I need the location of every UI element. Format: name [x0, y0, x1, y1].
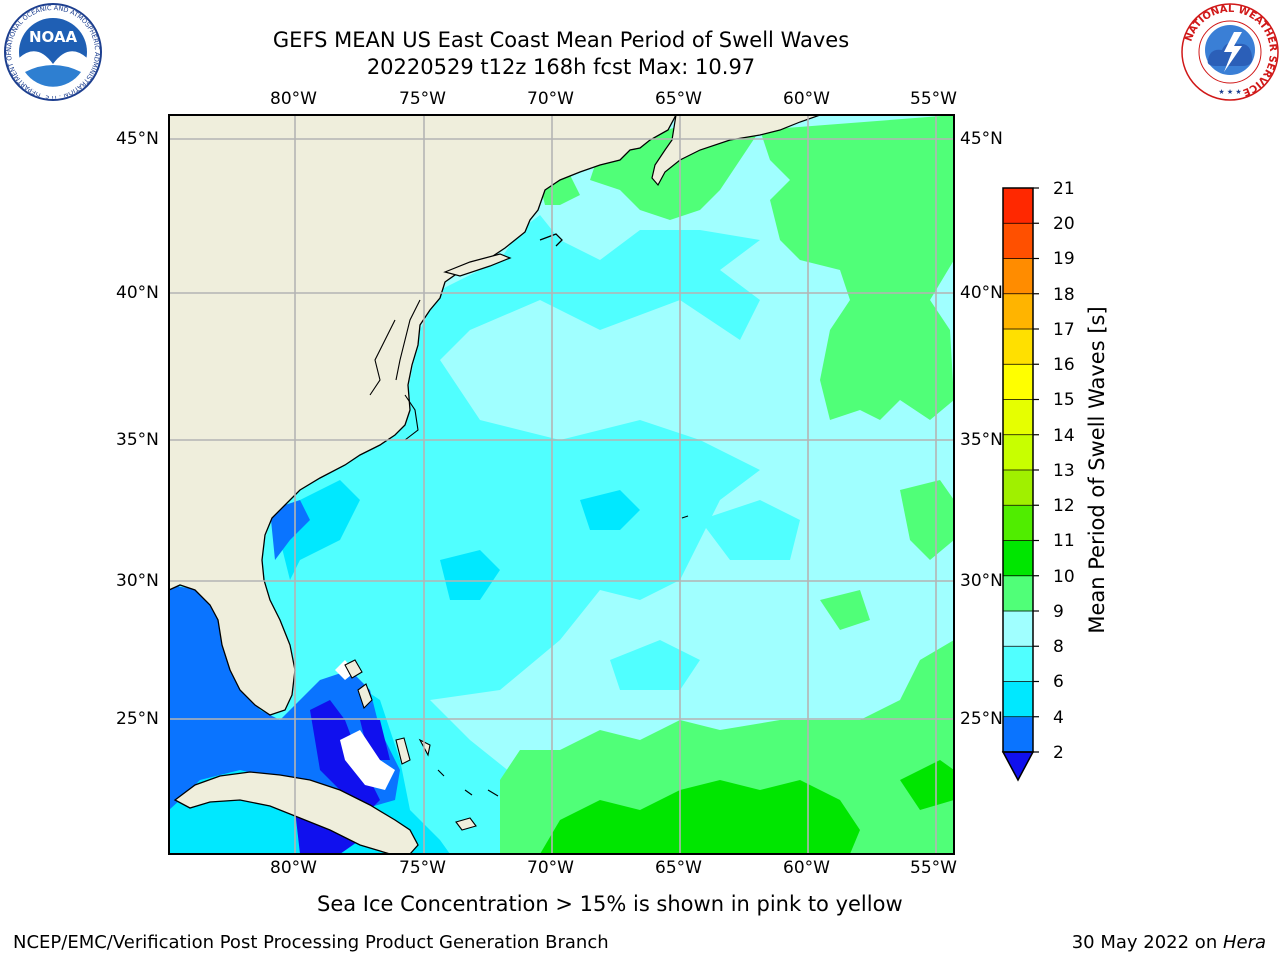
lat-label-left-30n: 30°N [116, 571, 159, 591]
colorbar-bin-2-4 [1003, 716, 1033, 753]
colorbar-bin-11-12 [1003, 505, 1033, 541]
map-field [169, 115, 954, 854]
noaa-logo-text: NOAA [29, 28, 78, 46]
lon-label-bottom-70w: 70°W [527, 858, 574, 878]
colorbar-label-2: 2 [1053, 743, 1064, 763]
colorbar-label-20: 20 [1053, 214, 1075, 234]
lat-label-right-35n: 35°N [960, 430, 1003, 450]
colorbar-bin-12-13 [1003, 470, 1033, 506]
map-title-line1: GEFS MEAN US East Coast Mean Period of S… [272, 28, 850, 52]
colorbar-bin-9-10 [1003, 575, 1033, 612]
footer-date: 30 May 2022 on Hera [1072, 932, 1266, 954]
colorbar-label-12: 12 [1053, 496, 1075, 516]
lat-label-left-40n: 40°N [116, 283, 159, 303]
lon-label-bottom-55w: 55°W [910, 858, 957, 878]
lon-label-bottom-80w: 80°W [270, 858, 317, 878]
colorbar-under-arrow [1001, 751, 1035, 782]
colorbar-label-18: 18 [1053, 285, 1075, 305]
lon-label-bottom-65w: 65°W [655, 858, 702, 878]
colorbar-bin-8-9 [1003, 611, 1033, 647]
svg-text:★ ★ ★: ★ ★ ★ [1218, 88, 1241, 96]
lat-label-right-30n: 30°N [960, 571, 1003, 591]
lat-label-right-40n: 40°N [960, 283, 1003, 303]
colorbar-label-16: 16 [1053, 355, 1075, 375]
colorbar-ticks [1003, 187, 1039, 753]
lon-label-top-65w: 65°W [655, 89, 702, 109]
colorbar-segments [1003, 188, 1033, 753]
colorbar-bin-15-16 [1003, 364, 1033, 400]
land-cuba [173, 771, 419, 854]
lon-label-top-80w: 80°W [270, 89, 317, 109]
colorbar-bin-6-8 [1003, 646, 1033, 682]
colorbar-label-14: 14 [1053, 426, 1075, 446]
footer-credit: NCEP/EMC/Verification Post Processing Pr… [13, 932, 609, 953]
lat-label-left-35n: 35°N [116, 430, 159, 450]
colorbar-label-9: 9 [1053, 602, 1064, 622]
lon-label-top-70w: 70°W [527, 89, 574, 109]
graticule [169, 115, 954, 854]
colorbar-bin-17-18 [1003, 293, 1033, 330]
colorbar-label-4: 4 [1053, 708, 1064, 728]
nws-logo: NATIONAL WEATHER SERVICE ★ ★ ★ [1181, 3, 1279, 101]
lat-label-right-25n: 25°N [960, 709, 1003, 729]
lat-label-left-45n: 45°N [116, 129, 159, 149]
lon-label-top-75w: 75°W [399, 89, 446, 109]
colorbar-bin-16-17 [1003, 329, 1033, 365]
map-frame [168, 114, 955, 855]
ocean-field-10-11s [540, 780, 860, 854]
colorbar-label-6: 6 [1053, 672, 1064, 692]
colorbar-label-15: 15 [1053, 390, 1075, 410]
colorbar-label-17: 17 [1053, 320, 1075, 340]
colorbar-label-11: 11 [1053, 531, 1075, 551]
colorbar-label-10: 10 [1053, 567, 1075, 587]
lon-label-top-55w: 55°W [910, 89, 957, 109]
ocean-field-9-10s [500, 640, 954, 854]
colorbar-bin-18-19 [1003, 258, 1033, 295]
lat-label-right-45n: 45°N [960, 129, 1003, 149]
footer-machine: Hera [1222, 932, 1266, 953]
colorbar-title: Mean Period of Swell Waves [s] [1085, 306, 1109, 634]
colorbar-label-21: 21 [1053, 179, 1075, 199]
map-title-line2: 20220529 t12z 168h fcst Max: 10.97 [366, 55, 756, 79]
lon-label-bottom-60w: 60°W [783, 858, 830, 878]
colorbar-bin-19-20 [1003, 223, 1033, 259]
colorbar-label-8: 8 [1053, 637, 1064, 657]
noaa-logo: NATIONAL OCEANIC AND ATMOSPHERIC ADMINIS… [3, 2, 102, 101]
colorbar-bin-20-21 [1003, 188, 1033, 224]
footer-date-text: 30 May 2022 on [1071, 932, 1223, 953]
sea-ice-note: Sea Ice Concentration > 15% is shown in … [317, 892, 903, 916]
colorbar-bin-10-11 [1003, 540, 1033, 577]
colorbar [1001, 187, 1039, 782]
lon-label-top-60w: 60°W [783, 89, 830, 109]
colorbar-label-13: 13 [1053, 461, 1075, 481]
colorbar-bin-14-15 [1003, 399, 1033, 436]
lon-label-bottom-75w: 75°W [399, 858, 446, 878]
colorbar-bin-4-6 [1003, 681, 1033, 718]
colorbar-label-19: 19 [1053, 249, 1075, 269]
colorbar-bin-13-14 [1003, 434, 1033, 471]
lat-label-left-25n: 25°N [116, 709, 159, 729]
